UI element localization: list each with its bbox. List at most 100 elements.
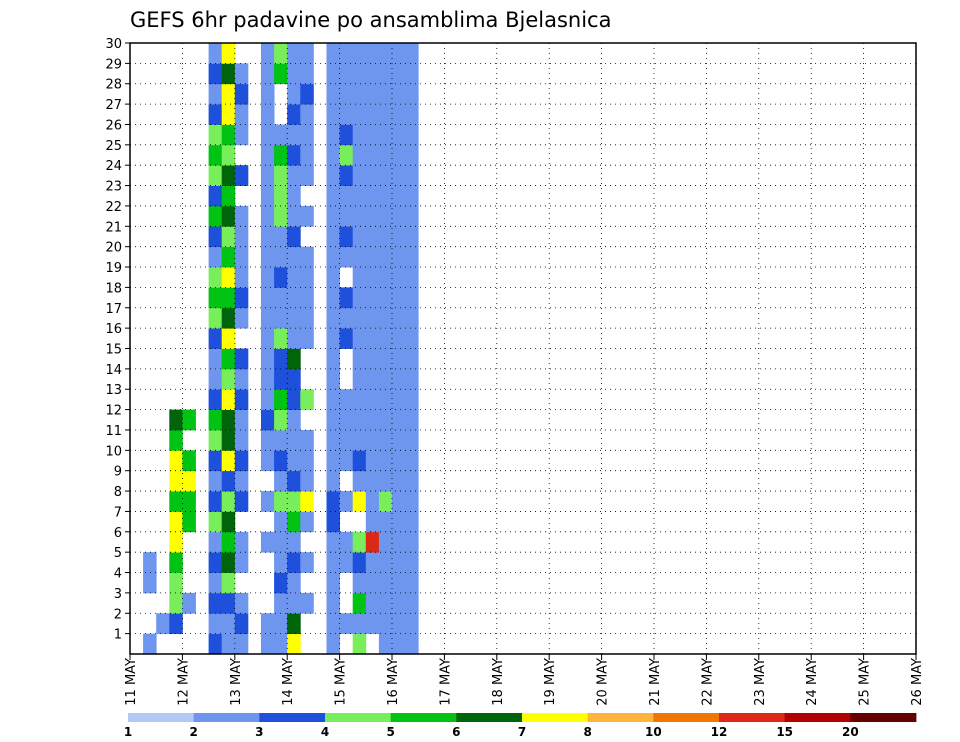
heatmap-cell (300, 205, 314, 227)
heatmap-cell (221, 572, 236, 594)
heatmap-cell (261, 226, 275, 248)
heatmap-cell (352, 470, 367, 492)
heatmap-cell (221, 633, 236, 655)
heatmap-cell (405, 368, 419, 390)
heatmap-cell (378, 307, 393, 329)
heatmap-cell (300, 389, 314, 410)
heatmap-cell (274, 307, 288, 329)
heatmap-cell (274, 633, 288, 655)
heatmap-cell (261, 43, 275, 64)
heatmap-cell (221, 307, 236, 329)
y-tick-label: 12 (105, 404, 122, 419)
heatmap-cell (378, 185, 393, 207)
heatmap-cell (352, 165, 367, 186)
legend-swatch (390, 713, 457, 722)
heatmap-cell (261, 267, 275, 288)
heatmap-cell (326, 389, 340, 410)
heatmap-cell (326, 348, 340, 370)
heatmap-cell (378, 368, 393, 390)
heatmap-cell (365, 450, 380, 472)
y-tick-label: 3 (114, 587, 122, 602)
heatmap-cell (287, 205, 301, 227)
heatmap-cell (208, 633, 223, 655)
heatmap-cell (326, 328, 340, 349)
heatmap-cell (261, 613, 275, 635)
heatmap-cell (287, 43, 301, 64)
heatmap-cell (300, 246, 314, 268)
heatmap-cell (221, 511, 236, 533)
legend-label: 20 (842, 725, 859, 739)
heatmap-cell (261, 368, 275, 390)
heatmap-cell (392, 104, 406, 125)
y-tick-label: 22 (105, 200, 122, 215)
heatmap-cell (405, 511, 419, 533)
heatmap-cell (352, 104, 367, 125)
heatmap-cell (392, 165, 406, 186)
heatmap-cell (221, 592, 236, 614)
heatmap-cell (405, 409, 419, 431)
heatmap-cell (352, 328, 367, 349)
heatmap-cell (405, 470, 419, 492)
heatmap-cell (208, 491, 223, 512)
x-tick-label: 25 MAY (858, 658, 873, 706)
legend-swatch (456, 713, 523, 722)
heatmap-cell (234, 368, 249, 390)
heatmap-cell (365, 43, 380, 64)
heatmap-cell (221, 43, 236, 64)
heatmap-cell (339, 83, 354, 105)
heatmap-cell (234, 104, 249, 125)
legend-swatch (128, 713, 195, 722)
heatmap-cell (365, 267, 380, 288)
x-tick-label: 13 MAY (229, 658, 244, 706)
y-tick-label: 17 (105, 302, 122, 317)
heatmap-cell (261, 205, 275, 227)
x-axis: 11 MAY 12 MAY 13 MAY 14 MAY 15 MAY 16 MAY 17 M… (124, 654, 925, 706)
x-tick-label: 23 MAY (753, 658, 768, 706)
heatmap-cell (300, 592, 314, 614)
y-tick-label: 7 (114, 505, 122, 520)
heatmap-cell (287, 429, 301, 451)
heatmap-cell (156, 613, 170, 635)
heatmap-cell (392, 592, 406, 614)
heatmap-cell (274, 165, 288, 186)
heatmap-cell (326, 63, 340, 85)
heatmap-cell (208, 613, 223, 635)
heatmap-cell (405, 83, 419, 105)
heatmap-cell (378, 409, 393, 431)
heatmap-cell (378, 531, 393, 553)
heatmap-cell (352, 226, 367, 248)
heatmap-cell (274, 246, 288, 268)
heatmap-cell (300, 307, 314, 329)
heatmap-cell (274, 531, 288, 553)
heatmap-cell (392, 368, 406, 390)
heatmap-cell (339, 429, 354, 451)
heatmap-cell (208, 531, 223, 553)
heatmap-cell (378, 328, 393, 349)
color-legend: 1 2 3 4 5 6 7 8 10 12 15 20 (124, 713, 917, 739)
heatmap-cell (326, 43, 340, 64)
heatmap-cell (234, 552, 249, 573)
y-tick-label: 11 (105, 424, 122, 439)
y-axis: 1234567891011121314151617181920212223242… (105, 37, 130, 643)
heatmap-cell (352, 368, 367, 390)
heatmap-cell (405, 633, 419, 655)
heatmap-cell (352, 592, 367, 614)
heatmap-cell (221, 470, 236, 492)
heatmap-cell (287, 267, 301, 288)
heatmap-cell (300, 43, 314, 64)
heatmap-cell (287, 491, 301, 512)
heatmap-cell (352, 633, 367, 655)
heatmap-cell (287, 165, 301, 186)
heatmap-cell (221, 328, 236, 349)
heatmap-cell (234, 63, 249, 85)
x-tick-label: 17 MAY (438, 658, 453, 706)
heatmap-cell (392, 389, 406, 410)
legend-label: 7 (518, 725, 526, 739)
heatmap-cell (339, 144, 354, 166)
heatmap-cell (352, 307, 367, 329)
heatmap-cell (169, 470, 183, 492)
heatmap-cell (261, 63, 275, 85)
heatmap-cell (143, 552, 157, 573)
heatmap-cell (274, 287, 288, 309)
heatmap-cell (326, 429, 340, 451)
